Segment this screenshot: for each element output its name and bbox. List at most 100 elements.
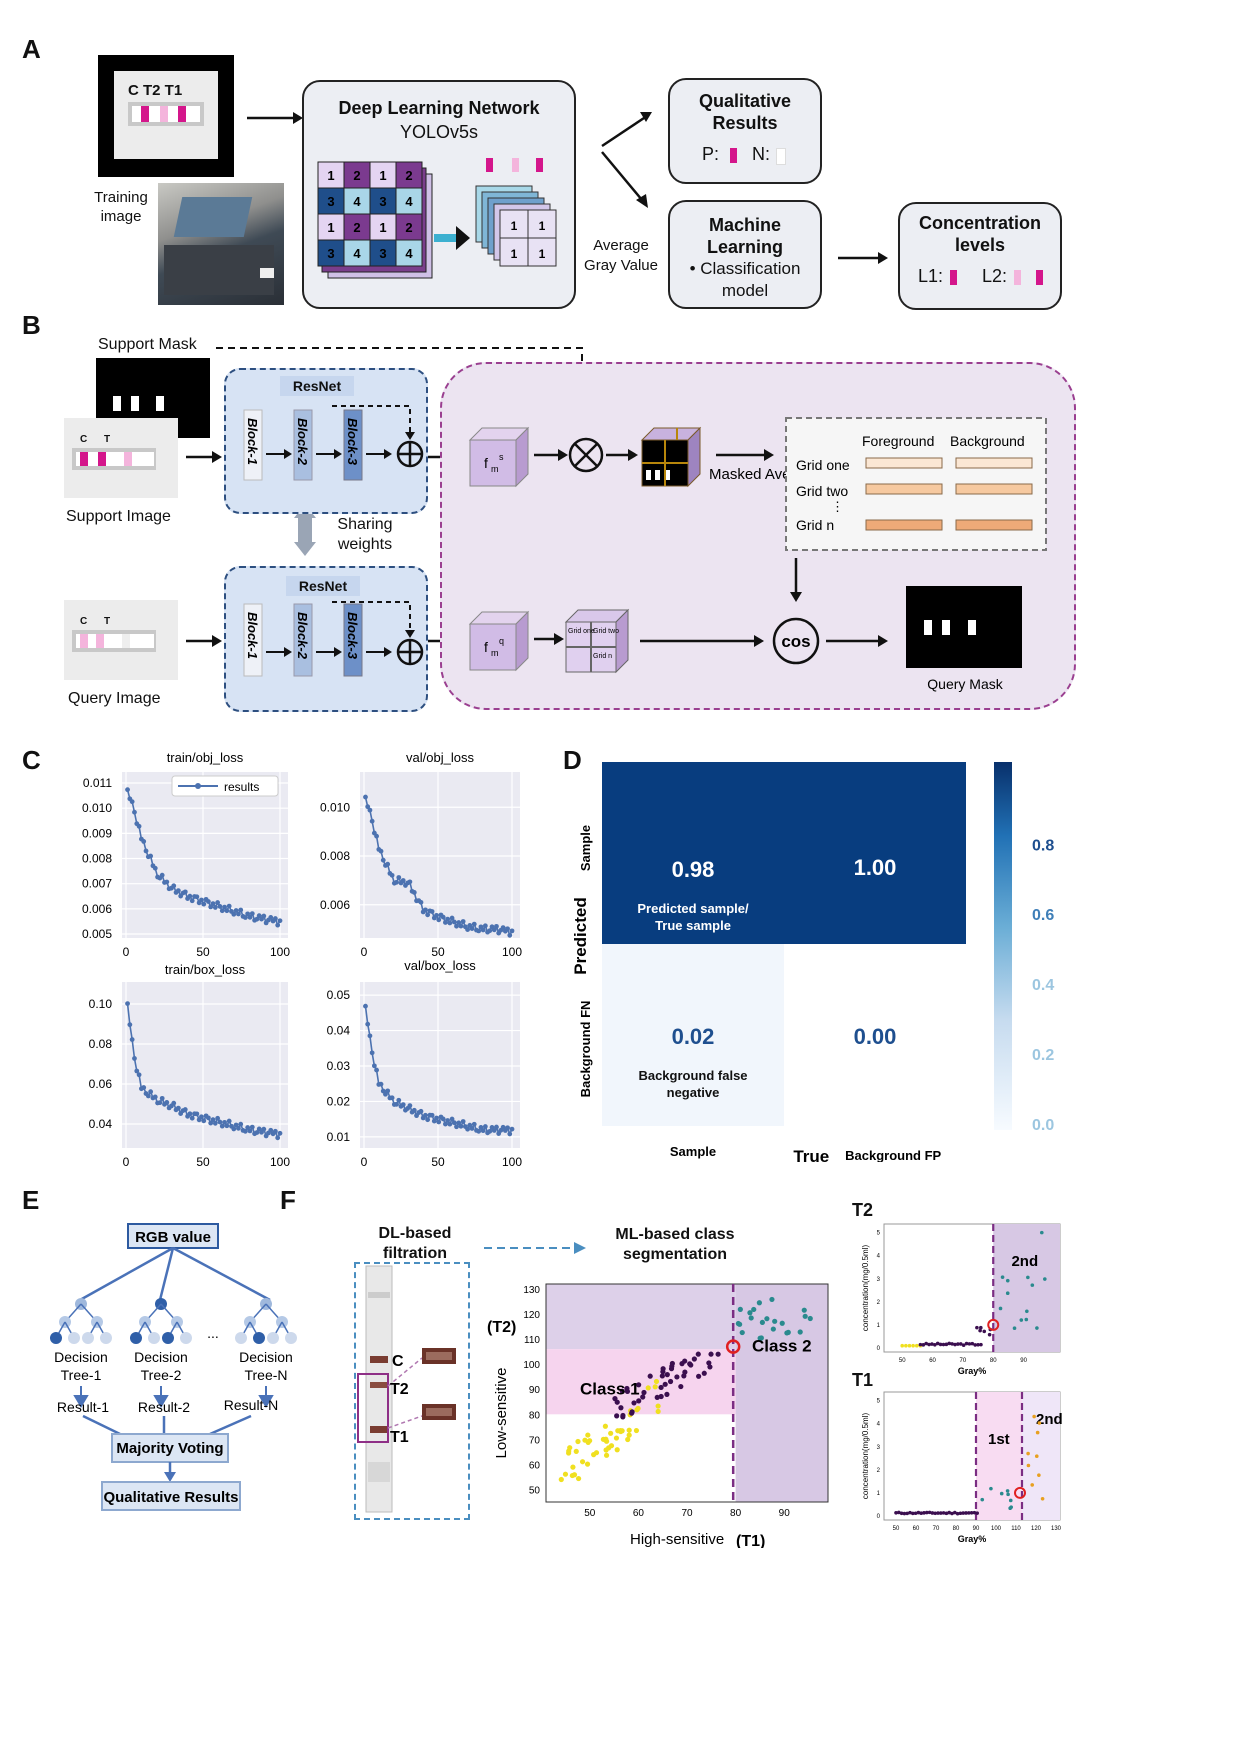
loss-point [222, 904, 227, 910]
loss-point [231, 1126, 237, 1132]
cell-value: 1.00 [854, 855, 897, 880]
result-n: Result-N [224, 1397, 278, 1413]
y-axis-label: Low-sensitive [493, 1368, 510, 1459]
y-tick-label: 0.05 [327, 988, 351, 1002]
grid-number: 3 [379, 246, 386, 261]
out-num-3: 1 [511, 247, 518, 261]
tree-leaf [50, 1332, 62, 1344]
point [930, 1511, 935, 1515]
y-axis-tag: (T2) [487, 1319, 516, 1336]
tree-leaf [82, 1332, 94, 1344]
x-tick-label: 50 [196, 945, 210, 959]
loss-point [238, 907, 244, 913]
class1-point [679, 1361, 685, 1367]
point [1012, 1326, 1017, 1331]
loss-point [199, 1114, 204, 1120]
x-tick-label: 60 [633, 1508, 645, 1519]
conc-l1: L1: [918, 266, 944, 286]
y-tick-label: 0.008 [320, 849, 350, 863]
threshold-marker [725, 1339, 741, 1354]
loss-point [210, 1117, 216, 1123]
class2-point [739, 1329, 745, 1336]
panel-label-b: B [22, 310, 41, 340]
panel-label-d: D [563, 745, 582, 775]
loss-point [494, 1124, 499, 1130]
point [970, 1341, 975, 1346]
grid-cell [395, 239, 423, 267]
class1-point [681, 1373, 687, 1379]
point [919, 1511, 923, 1516]
class0-point [655, 1408, 661, 1415]
class2-point [802, 1313, 808, 1319]
confusion-matrix: 0.98 1.00 0.02 0.00 Predicted sample/True sa… [571, 762, 1054, 1162]
class0-point [603, 1452, 610, 1458]
loss-point [219, 908, 225, 914]
class2-point [801, 1307, 807, 1313]
out-num-1: 1 [511, 219, 518, 233]
class0-point [558, 1476, 564, 1483]
class2-point [735, 1320, 741, 1327]
class2-point [764, 1316, 770, 1322]
class2-point [747, 1310, 753, 1316]
loss-point [505, 926, 510, 932]
y-tick-label: 120 [523, 1310, 540, 1321]
point [900, 1343, 905, 1348]
l2-bar-dark [1036, 270, 1043, 285]
y-tick-label: 3 [877, 1445, 881, 1451]
class2-point [769, 1296, 775, 1303]
point [941, 1342, 946, 1347]
loss-point [507, 932, 513, 938]
colorbar-tick: 0.4 [1032, 977, 1054, 994]
loss-point [423, 1112, 428, 1118]
y-tick-label: 0.008 [82, 852, 112, 866]
class2-point [759, 1319, 765, 1326]
point [1030, 1483, 1035, 1487]
class1-point [618, 1405, 624, 1411]
loss-point [143, 848, 149, 854]
training-image-label: Training image [94, 189, 148, 225]
ml-segmentation-label: ML-based class segmentation [615, 1226, 735, 1263]
point [975, 1325, 979, 1330]
x-tick-label: 50 [893, 1526, 900, 1532]
y-tick-label: 0.03 [327, 1059, 351, 1073]
loss-point [208, 1120, 214, 1126]
class1-point [706, 1360, 712, 1366]
loss-point [236, 911, 241, 917]
row-label: Background FN [578, 1001, 593, 1098]
loss-point [363, 1003, 368, 1009]
class0-point [652, 1384, 658, 1390]
point [980, 1497, 985, 1502]
x-tick-label: 80 [990, 1358, 997, 1364]
class1-point [660, 1366, 666, 1372]
class0-point [567, 1445, 573, 1451]
dashed-arrow-f [484, 1242, 586, 1254]
class1-point [631, 1400, 637, 1406]
class0-point [655, 1403, 661, 1409]
class0-point [579, 1459, 586, 1465]
grid-cell [369, 239, 397, 267]
positive-bar [730, 148, 737, 163]
point [941, 1511, 946, 1515]
loss-point [458, 1123, 464, 1129]
loss-point [242, 1128, 248, 1134]
point [1025, 1309, 1029, 1314]
y-tick-label: 0 [877, 1346, 881, 1352]
loss-point [447, 1121, 453, 1127]
grid-number: 2 [405, 220, 412, 235]
x-tick-label: 70 [960, 1358, 967, 1364]
loss-point [219, 1123, 225, 1129]
grid-cell [343, 239, 371, 267]
y-tick-label: 2 [877, 1300, 881, 1306]
y-tick-label: 50 [529, 1485, 541, 1496]
loss-point [400, 1102, 406, 1108]
point [935, 1341, 940, 1346]
y-tick-label: 110 [524, 1335, 540, 1346]
tree-leaf [162, 1332, 174, 1344]
loss-point [238, 1121, 244, 1127]
tree-leaf [180, 1332, 192, 1344]
point [972, 1510, 977, 1515]
class0-point [614, 1447, 620, 1453]
point [982, 1329, 987, 1334]
grid-number: 1 [379, 168, 386, 183]
class1-point [658, 1384, 664, 1391]
